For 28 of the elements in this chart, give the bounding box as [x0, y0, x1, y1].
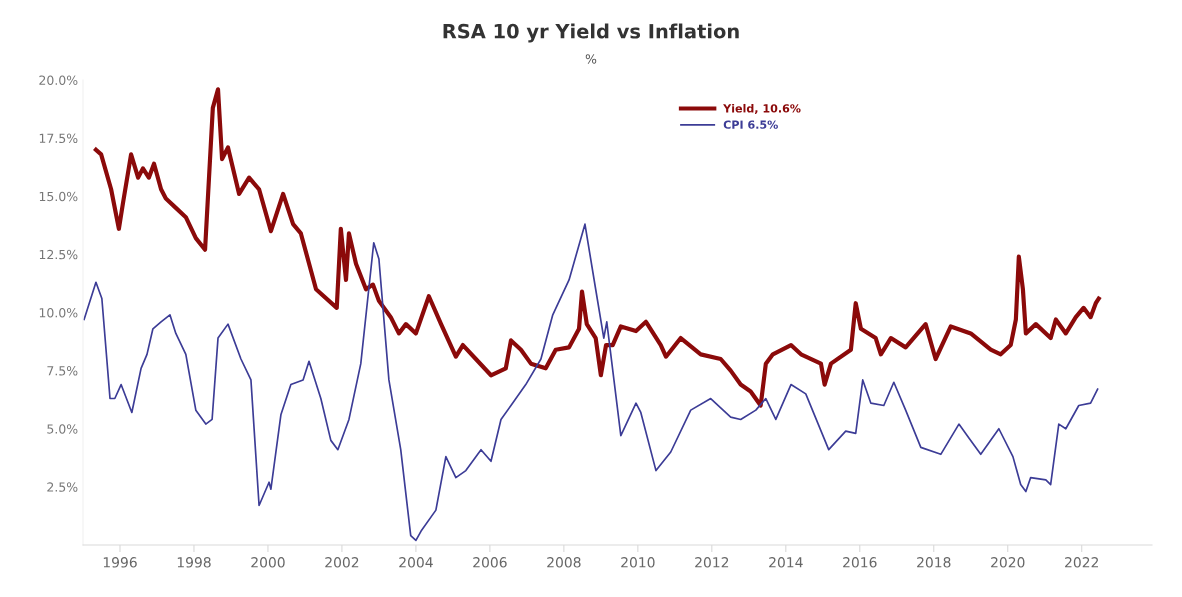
x-tick-label: 2016 — [843, 557, 877, 568]
x-tick-label: 2014 — [769, 557, 803, 568]
y-tick-label: 15.0% — [39, 191, 78, 202]
x-tick-label: 2018 — [917, 557, 951, 568]
line-series — [83, 223, 1099, 542]
y-tick-label: 12.5% — [39, 249, 78, 260]
chart-title: RSA 10 yr Yield vs Inflation — [443, 23, 739, 43]
y-tick-label: 5.0% — [47, 424, 78, 434]
x-tick-label: 2020 — [991, 557, 1025, 568]
x-tick-label: 2008 — [547, 557, 581, 568]
x-tick-label: 2006 — [473, 557, 507, 568]
x-tick-label: 1996 — [103, 557, 137, 568]
legend-label: CPI 6.5% — [723, 120, 778, 129]
x-tick-label: 2010 — [621, 557, 655, 568]
x-tick-label: 2012 — [695, 557, 729, 568]
y-tick-label: 2.5% — [47, 482, 78, 492]
x-tick-label: 2004 — [399, 557, 433, 568]
x-tick-label: 2022 — [1065, 557, 1098, 568]
y-tick-label: 17.5% — [39, 133, 78, 144]
line-series — [93, 87, 1101, 408]
legend-label: Yield, 10.6% — [723, 103, 801, 114]
x-tick-label: 2000 — [251, 557, 285, 568]
x-tick-label: 1998 — [177, 557, 211, 568]
y-tick-label: 20.0% — [39, 75, 78, 85]
chart-subtitle: % — [585, 54, 597, 64]
x-tick-label: 2002 — [325, 557, 359, 568]
y-tick-label: 10.0% — [39, 307, 78, 318]
y-tick-label: 7.5% — [47, 366, 78, 376]
